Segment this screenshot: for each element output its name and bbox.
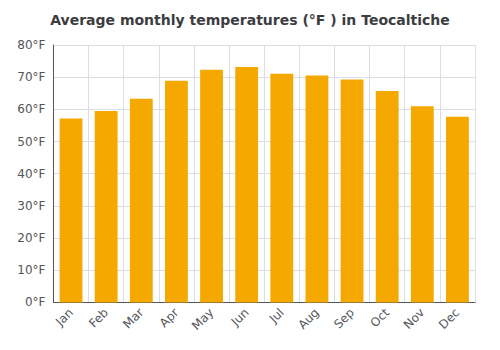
svg-text:Aug: Aug: [295, 306, 321, 332]
svg-text:60°F: 60°F: [17, 102, 45, 116]
svg-text:Apr: Apr: [157, 305, 182, 330]
svg-text:70°F: 70°F: [17, 70, 45, 84]
svg-text:30°F: 30°F: [17, 199, 45, 213]
svg-text:Average monthly temperatures (: Average monthly temperatures (°F ) in Te…: [50, 12, 450, 28]
svg-text:May: May: [189, 306, 216, 333]
svg-text:50°F: 50°F: [17, 135, 45, 149]
svg-text:Nov: Nov: [401, 306, 427, 332]
svg-text:80°F: 80°F: [17, 38, 45, 52]
svg-text:Jul: Jul: [266, 306, 287, 327]
svg-text:Mar: Mar: [120, 305, 146, 331]
svg-text:Dec: Dec: [436, 306, 462, 332]
svg-text:Sep: Sep: [331, 306, 357, 332]
svg-text:40°F: 40°F: [17, 167, 45, 181]
svg-text:Oct: Oct: [368, 305, 393, 330]
svg-text:Jun: Jun: [228, 306, 252, 330]
svg-text:Feb: Feb: [86, 306, 111, 331]
svg-text:0°F: 0°F: [25, 295, 46, 309]
svg-text:Jan: Jan: [52, 306, 76, 330]
svg-text:20°F: 20°F: [17, 231, 45, 245]
svg-text:10°F: 10°F: [17, 263, 45, 277]
